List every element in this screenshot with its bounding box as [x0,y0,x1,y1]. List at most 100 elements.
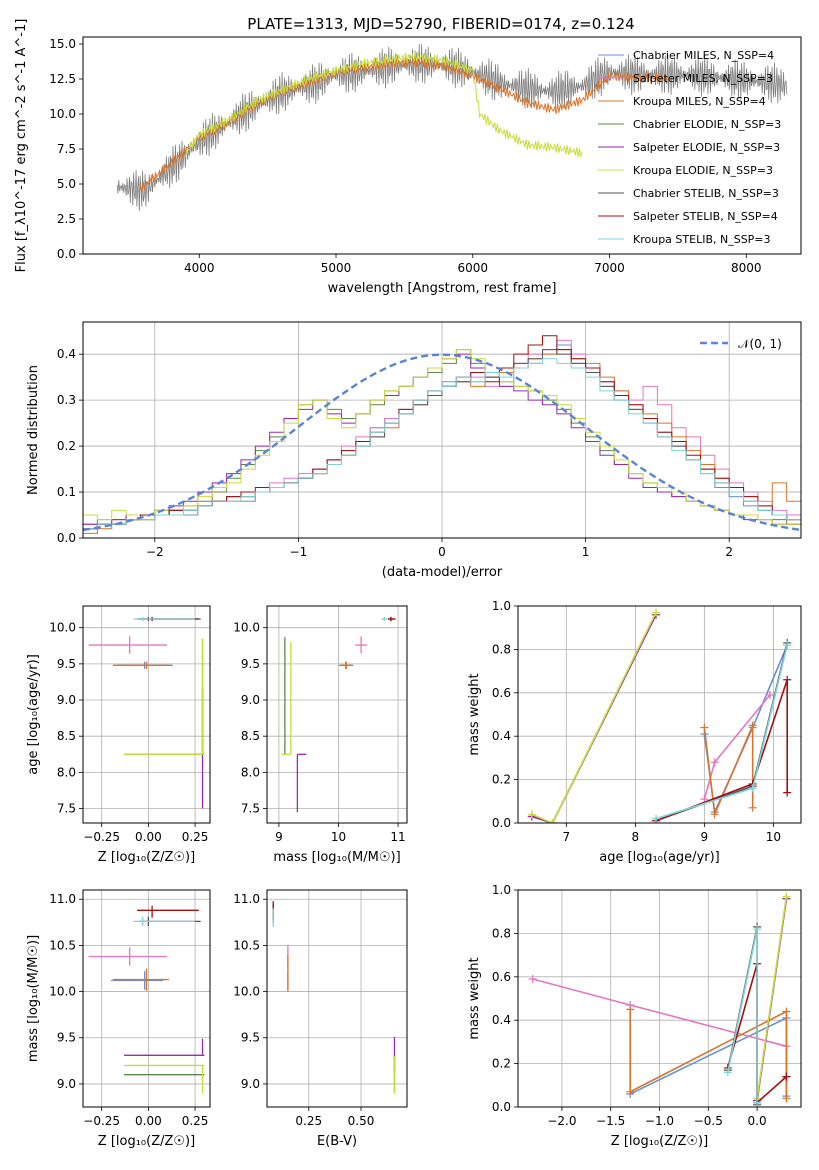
y-tick-label: 9.0 [241,1077,260,1091]
errorbar-point [88,947,168,966]
y-tick-label: 8.5 [241,729,260,743]
errorbar-point [387,616,396,622]
mass_vs_ebv-plot-area [267,890,407,1107]
age_vs_Z-panel: −0.25 0.00 0.25 7.5 8.0 8.5 9.0 9.5 10.0 Z [log₁₀… [26,605,211,865]
y-tick-label: 0.4 [492,729,511,743]
y-tick-label: 11.0 [233,892,260,906]
errorbar-point [137,905,199,918]
mass_vs_Z-plot-area [83,890,210,1107]
x-tick-label: 7 [562,830,570,844]
legend-label: Chabrier ELODIE, N_SSP=3 [633,118,781,131]
y-tick-label: 0.4 [57,347,76,361]
x-tick-label: 1 [582,545,590,559]
y-tick-label: 0.2 [492,1057,511,1071]
plus-marker [710,810,719,819]
mass_vs_Z-panel: −0.25 0.00 0.25 9.0 9.5 10.0 10.5 11.0 Z [log₁₀(… [26,889,211,1149]
plus-marker [765,690,774,699]
y-tick-label: 9.0 [57,1077,76,1091]
y-tick-label: 5.0 [57,177,76,191]
legend-label: Salpeter MILES, N_SSP=3 [633,72,773,85]
y-tick-label: 0.6 [492,686,511,700]
x-tick-label: −0.5 [694,1114,723,1128]
y-tick-label: 0.0 [492,816,511,830]
y-tick-label: 0.8 [492,926,511,940]
age_vs_Z-plot-area [83,606,210,823]
y-tick-label: 0.2 [492,773,511,787]
legend-label: Chabrier MILES, N_SSP=4 [633,49,774,62]
plus-marker [626,1005,635,1014]
plus-marker [700,723,709,732]
errorbar-point [111,971,164,990]
plus-marker [782,1072,791,1081]
weight-series-line [655,644,788,820]
x-tick-label: 0.00 [135,1114,162,1128]
y-tick-label: 8.0 [57,765,76,779]
errorbar-point [281,637,286,755]
errorbar-point [124,1064,205,1094]
spectrum-data-line [116,43,788,212]
x-tick-label: 0.25 [182,1114,209,1128]
spectrum-legend: Chabrier MILES, N_SSP=4 Salpeter MILES, N… [598,49,781,246]
y-tick-label: 1.0 [492,883,511,897]
x-tick-label: 8 [632,830,640,844]
x-tick-label: 10 [766,830,781,844]
y-tick-label: 10.0 [49,621,76,635]
weight-series-line [531,612,657,823]
errorbar-point [133,616,196,622]
y-tick-label: 8.0 [241,765,260,779]
plus-marker [783,788,792,797]
residuals-plot-area [83,322,801,538]
y-tick-label: 0.6 [492,970,511,984]
legend-label: Salpeter ELODIE, N_SSP=3 [633,141,780,154]
x-axis-label: mass [log₁₀(M/M☉)] [273,850,400,865]
x-tick-label: −0.25 [83,1114,120,1128]
x-axis-label: wavelength [Angstrom, rest frame] [328,281,557,296]
y-tick-label: 9.5 [57,657,76,671]
x-tick-label: 2 [725,545,733,559]
y-tick-label: 9.5 [57,1031,76,1045]
legend-label: Kroupa STELIB, N_SSP=3 [633,233,771,246]
mass_vs_ebv-panel: 0.25 0.50 9.0 9.5 10.0 10.5 11.0 E(B-V) [233,889,408,1149]
x-tick-label: 0.50 [348,1114,375,1128]
weight-series-line [655,642,788,822]
y-tick-label: 12.5 [49,72,76,86]
spectrum-model-line [185,51,583,158]
y-tick-label: 10.5 [233,938,260,952]
y-tick-label: 9.5 [241,657,260,671]
plus-marker [748,721,757,730]
x-tick-label: 0 [438,545,446,559]
y-tick-label: 15.0 [49,37,76,51]
errorbar-point [381,616,388,622]
plus-marker [782,892,791,901]
x-tick-label: −0.25 [83,830,120,844]
y-tick-label: 7.5 [57,142,76,156]
spectrum-model-line [137,57,668,193]
legend-label: Kroupa MILES, N_SSP=4 [633,95,766,108]
errorbar-point [124,1074,205,1080]
y-tick-label: 10.0 [233,621,260,635]
age_vs_Z-grid [83,606,210,823]
plus-marker [626,1087,635,1096]
histogram-step-line [83,358,801,538]
weight-series-line [531,614,657,823]
x-tick-label: 7000 [594,261,625,275]
x-tick-label: −2.0 [547,1114,576,1128]
y-tick-label: 0.2 [57,439,76,453]
y-axis-label: Flux [f_λ10^-17 erg cm^-2 s^-1 A^-1] [14,19,29,273]
x-tick-label: 9 [701,830,709,844]
errorbar-point [339,661,354,669]
y-tick-label: 10.5 [49,938,76,952]
legend-label: Salpeter STELIB, N_SSP=4 [633,210,778,223]
x-axis-label: age [log₁₀(age/yr)] [599,850,720,865]
axes-frame [266,889,408,1108]
y-axis-label: age [log₁₀(age/yr)] [26,654,41,775]
x-tick-label: 0.00 [135,830,162,844]
y-tick-label: 7.5 [57,802,76,816]
y-tick-label: 9.0 [57,693,76,707]
y-tick-label: 1.0 [492,599,511,613]
age_vs_mass-plot-area [267,606,407,823]
x-axis-label: Z [log₁₀(Z/Z☉)] [98,1134,195,1149]
figure-title: PLATE=1313, MJD=52790, FIBERID=0174, z=0… [247,15,634,33]
axes-frame [266,605,408,824]
